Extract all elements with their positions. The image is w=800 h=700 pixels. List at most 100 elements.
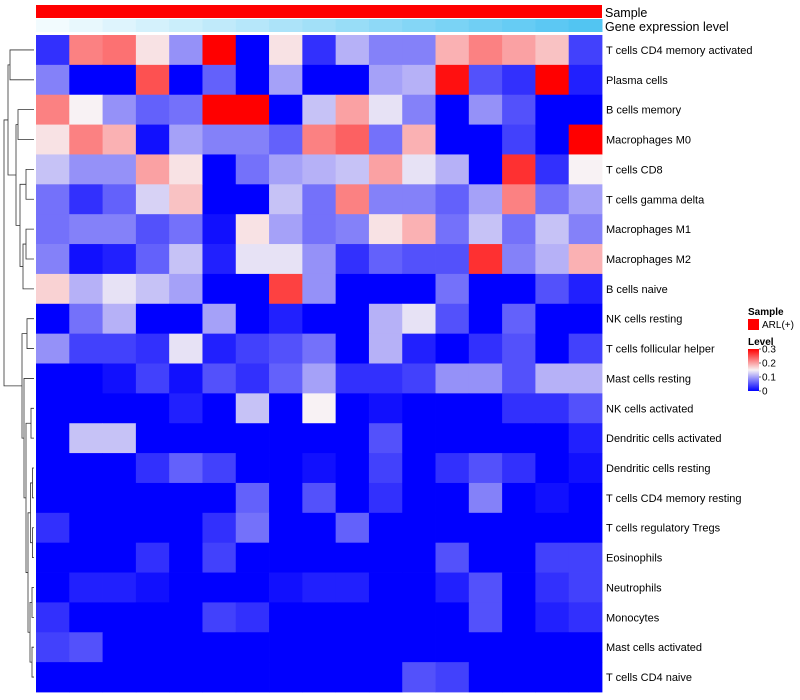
heatmap-cell — [202, 512, 237, 544]
heatmap-cell — [402, 35, 436, 66]
row-label: NK cells resting — [606, 314, 682, 326]
row-label: Eosinophils — [606, 553, 663, 565]
heatmap-cell — [269, 393, 303, 424]
heatmap-cell — [269, 662, 303, 693]
heatmap-cell — [269, 512, 303, 544]
heatmap-cell — [368, 273, 403, 305]
legend-sample-entry: ARL(+) — [762, 320, 794, 331]
heatmap-cell — [69, 184, 103, 215]
heatmap-cell — [535, 482, 570, 514]
heatmap-cell — [69, 214, 103, 245]
heatmap-cell — [69, 662, 103, 693]
heatmap-cell — [69, 273, 103, 305]
heatmap-cell — [335, 64, 370, 96]
heatmap-cell — [202, 273, 237, 305]
heatmap-cell — [169, 542, 203, 573]
heatmap-cell — [535, 333, 570, 364]
column-annotation-bars — [36, 5, 603, 32]
expression-annotation-cell — [69, 19, 104, 32]
heatmap-cell — [102, 632, 137, 663]
heatmap-cell — [502, 184, 536, 215]
heatmap-cell — [335, 244, 370, 275]
expression-annotation-cell — [169, 19, 203, 32]
row-label: Dendritic cells resting — [606, 463, 711, 475]
heatmap-cell — [502, 363, 536, 394]
heatmap-cell — [36, 542, 70, 573]
heatmap-cell — [102, 214, 137, 245]
heatmap-cell — [368, 94, 403, 125]
heatmap-cell — [335, 632, 370, 663]
heatmap-cell — [169, 363, 203, 394]
heatmap-cell — [468, 662, 503, 693]
expression-annotation-cell — [335, 19, 370, 32]
heatmap-cell — [535, 94, 570, 125]
heatmap-cell — [102, 393, 137, 424]
heatmap-cell — [368, 214, 403, 245]
dendrogram-branch — [31, 587, 34, 618]
heatmap-cell — [36, 662, 70, 693]
heatmap-cell — [368, 572, 403, 603]
heatmap-cell — [135, 64, 170, 96]
heatmap-cell — [235, 303, 270, 335]
heatmap-cell — [169, 632, 203, 663]
heatmap-cell — [169, 482, 203, 514]
row-label: B cells naive — [606, 284, 668, 296]
heatmap-cell — [435, 94, 470, 125]
heatmap-cell — [202, 662, 237, 693]
legend-tick-label: 0.2 — [762, 359, 776, 370]
heatmap-cell — [568, 124, 603, 155]
heatmap-cell — [269, 94, 303, 125]
heatmap-cell — [368, 512, 403, 544]
heatmap-cell — [302, 333, 337, 364]
heatmap-cell — [502, 244, 536, 275]
heatmap-cell — [468, 453, 503, 484]
heatmap-cell — [502, 94, 536, 125]
heatmap-cell — [335, 453, 370, 484]
heatmap-cell — [302, 214, 337, 245]
heatmap-cell — [36, 572, 70, 603]
heatmap-cell — [302, 393, 337, 424]
heatmap-cell — [335, 154, 370, 185]
heatmap-cell — [169, 572, 203, 603]
heatmap-cell — [269, 453, 303, 484]
heatmap-cell — [502, 214, 536, 245]
heatmap-cell — [435, 273, 470, 305]
heatmap-cell — [402, 482, 436, 514]
heatmap-cell — [235, 333, 270, 364]
row-label: Macrophages M0 — [606, 135, 691, 147]
heatmap-cell — [36, 512, 70, 544]
heatmap-cell — [169, 273, 203, 305]
heatmap-cell — [568, 632, 603, 663]
heatmap-cell — [568, 35, 603, 66]
heatmap-cell — [135, 35, 170, 66]
dendrogram-branch — [7, 64, 16, 176]
heatmap-cell — [169, 423, 203, 454]
heatmap-cell — [335, 273, 370, 305]
heatmap-cell — [335, 184, 370, 215]
heatmap-cell — [368, 333, 403, 364]
expression-annotation-cell — [402, 19, 437, 32]
heatmap-cell — [169, 333, 203, 364]
row-label: T cells follicular helper — [606, 344, 715, 356]
heatmap-cell — [269, 35, 303, 66]
heatmap-cell — [468, 64, 503, 96]
heatmap-cell — [69, 423, 103, 454]
heatmap-cell — [36, 453, 70, 484]
expression-annotation-cell — [368, 19, 403, 32]
heatmap-cell — [36, 214, 70, 245]
heatmap-cell — [69, 602, 103, 633]
row-label: T cells regulatory Tregs — [606, 523, 721, 535]
heatmap-cell — [36, 333, 70, 364]
row-label: T cells gamma delta — [606, 194, 705, 206]
heatmap-cell — [302, 303, 337, 335]
heatmap-cell — [235, 214, 270, 245]
heatmap-cell — [402, 602, 436, 633]
heatmap-cell — [468, 423, 503, 454]
heatmap-cell — [402, 632, 436, 663]
heatmap-cell — [102, 154, 137, 185]
heatmap-cell — [568, 94, 603, 125]
dendrogram-branch — [26, 318, 34, 349]
heatmap-cell — [69, 35, 103, 66]
row-label: Dendritic cells activated — [606, 433, 722, 445]
heatmap-cell — [435, 423, 470, 454]
